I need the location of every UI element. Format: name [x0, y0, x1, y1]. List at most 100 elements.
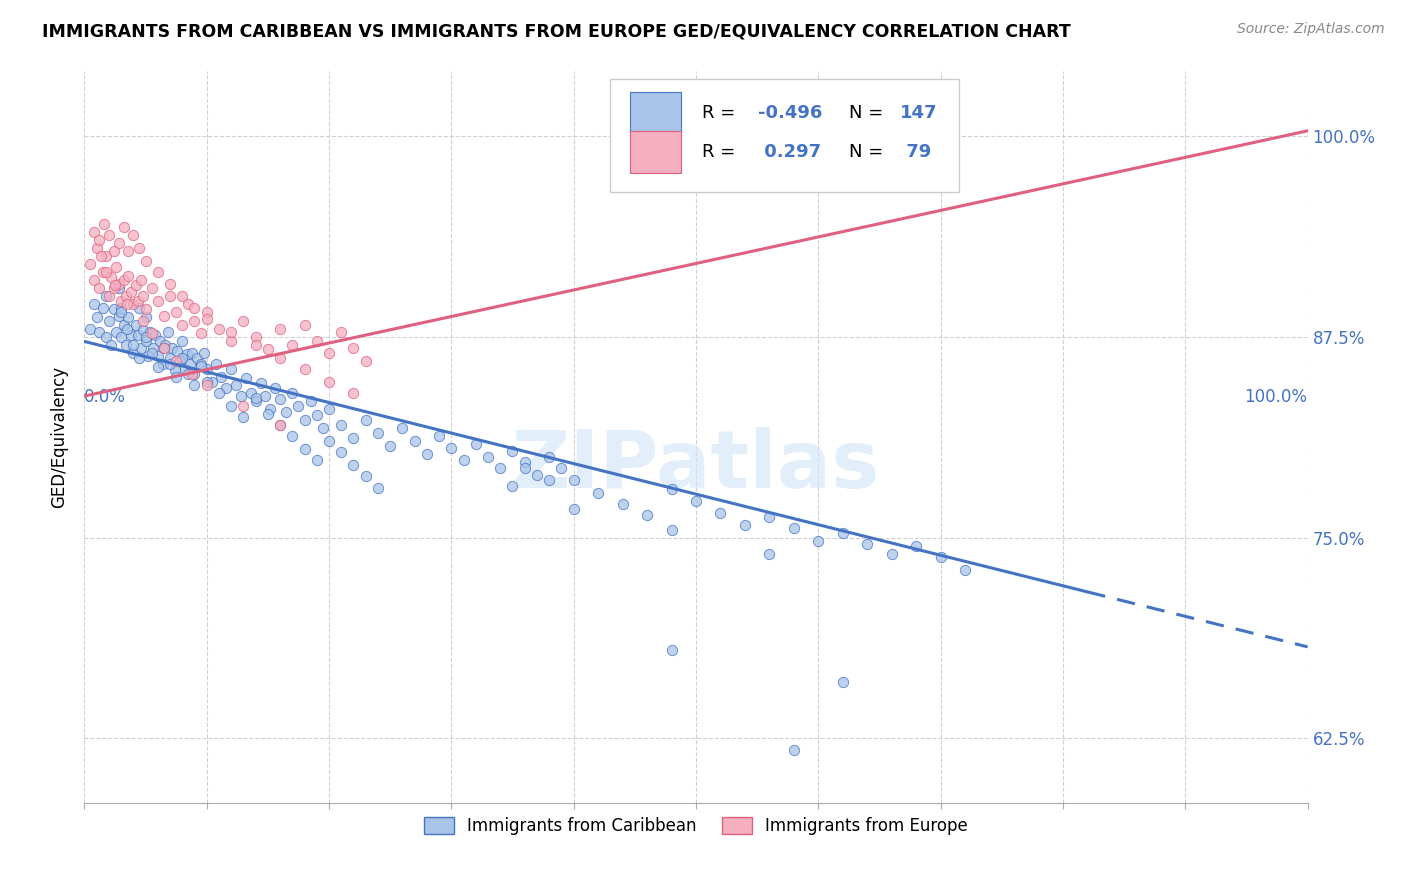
Point: [132, 323, 155, 337]
Point: [183, 313, 205, 327]
Point: [100, 270, 122, 285]
Point: [110, 329, 132, 343]
Point: [354, 469, 377, 483]
Point: [163, 363, 186, 377]
Point: [159, 357, 181, 371]
Point: [169, 353, 191, 368]
Point: [110, 305, 132, 319]
Point: [281, 429, 304, 443]
Point: [115, 337, 138, 351]
Point: [112, 273, 135, 287]
Point: [281, 385, 304, 400]
Point: [219, 361, 242, 376]
Point: [129, 273, 152, 287]
Point: [245, 329, 267, 343]
Point: [249, 376, 271, 391]
Point: [146, 349, 169, 363]
Point: [269, 321, 291, 335]
Point: [165, 305, 187, 319]
Point: [562, 473, 585, 487]
Point: [115, 321, 138, 335]
Point: [225, 377, 247, 392]
Point: [129, 341, 152, 355]
Point: [195, 312, 218, 326]
Point: [880, 547, 903, 561]
Point: [93, 217, 115, 231]
Text: N =: N =: [849, 104, 889, 122]
Point: [125, 318, 148, 333]
Point: [103, 302, 125, 317]
Point: [146, 294, 169, 309]
Point: [87, 325, 110, 339]
Text: IMMIGRANTS FROM CARIBBEAN VS IMMIGRANTS FROM EUROPE GED/EQUIVALENCY CORRELATION : IMMIGRANTS FROM CARIBBEAN VS IMMIGRANTS …: [42, 22, 1071, 40]
Point: [330, 417, 353, 432]
Point: [783, 743, 806, 757]
Point: [153, 337, 176, 351]
Point: [153, 341, 176, 355]
Point: [139, 325, 162, 339]
Point: [190, 326, 212, 341]
Point: [195, 305, 218, 319]
Point: [156, 325, 179, 339]
Point: [177, 367, 200, 381]
Point: [318, 345, 340, 359]
Point: [132, 313, 155, 327]
Point: [245, 393, 267, 408]
Point: [181, 345, 204, 359]
Point: [79, 321, 101, 335]
Point: [125, 278, 148, 293]
Point: [112, 318, 135, 333]
Text: R =: R =: [702, 143, 741, 161]
Point: [269, 392, 291, 407]
Point: [128, 351, 150, 365]
Point: [209, 369, 232, 384]
Point: [758, 547, 780, 561]
Point: [110, 301, 132, 315]
Text: 100.0%: 100.0%: [1244, 388, 1308, 406]
Point: [257, 343, 280, 357]
Point: [354, 353, 377, 368]
Point: [146, 360, 169, 375]
Point: [122, 297, 145, 311]
Point: [550, 461, 572, 475]
Point: [96, 329, 118, 343]
FancyBboxPatch shape: [630, 131, 682, 173]
Point: [90, 249, 112, 263]
Point: [305, 409, 328, 423]
Point: [526, 467, 548, 482]
Point: [183, 367, 205, 381]
Point: [179, 357, 201, 371]
Point: [269, 351, 291, 365]
Point: [661, 483, 683, 497]
Point: [96, 249, 118, 263]
Point: [245, 391, 267, 405]
Point: [141, 326, 163, 341]
Text: ZIPatlas: ZIPatlas: [512, 427, 880, 506]
Point: [159, 351, 181, 365]
Point: [612, 497, 634, 511]
Point: [159, 289, 181, 303]
Point: [489, 461, 512, 475]
Point: [219, 334, 242, 349]
Point: [120, 328, 142, 343]
Point: [115, 297, 138, 311]
Point: [107, 309, 129, 323]
Point: [193, 345, 215, 359]
Point: [264, 381, 287, 395]
Point: [235, 371, 257, 385]
Text: Source: ZipAtlas.com: Source: ZipAtlas.com: [1237, 22, 1385, 37]
Point: [299, 393, 322, 408]
Point: [135, 310, 157, 325]
Point: [112, 220, 135, 235]
Point: [120, 285, 142, 299]
Point: [856, 537, 879, 551]
Point: [276, 405, 298, 419]
Point: [83, 273, 105, 287]
Point: [107, 281, 129, 295]
Point: [186, 351, 208, 365]
Point: [141, 345, 163, 359]
Point: [734, 517, 756, 532]
Point: [305, 453, 328, 467]
Point: [97, 313, 120, 327]
Legend: Immigrants from Caribbean, Immigrants from Europe: Immigrants from Caribbean, Immigrants fr…: [418, 811, 974, 842]
